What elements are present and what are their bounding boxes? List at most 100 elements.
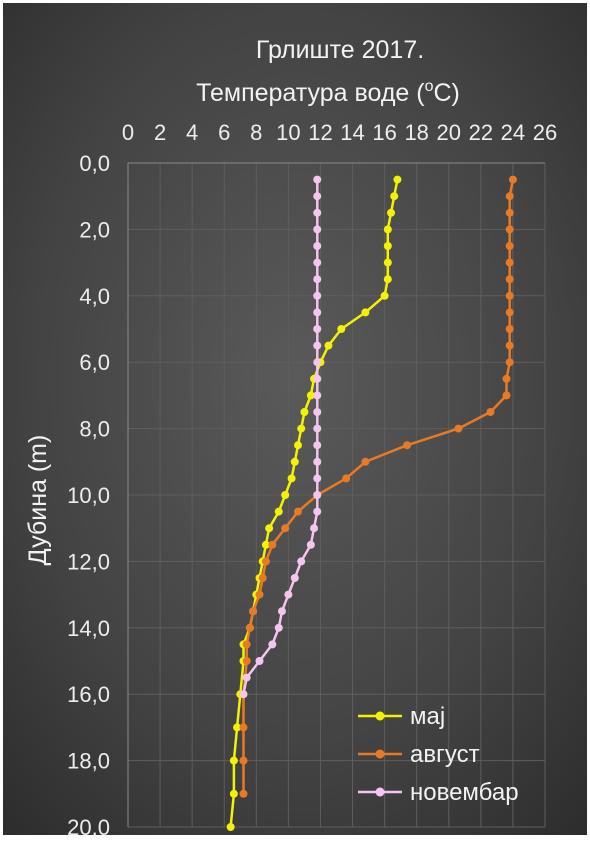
- data-point: [313, 308, 322, 317]
- data-point: [277, 607, 286, 616]
- data-point: [505, 341, 514, 350]
- x-tick-label: 12: [308, 120, 332, 145]
- data-point: [313, 208, 322, 217]
- data-point: [505, 358, 514, 367]
- data-point: [306, 391, 315, 400]
- data-point: [502, 374, 511, 383]
- data-point: [383, 275, 392, 284]
- data-point: [242, 673, 251, 682]
- data-point: [313, 374, 322, 383]
- y-tick-label: 12,0: [67, 549, 110, 574]
- y-axis-title: Дубина (m): [24, 435, 52, 566]
- legend-item: мај: [358, 703, 445, 730]
- legend-marker: [375, 749, 385, 759]
- data-point: [233, 723, 242, 732]
- data-point: [383, 225, 392, 234]
- data-point: [249, 607, 258, 616]
- data-point: [294, 441, 303, 450]
- data-point: [505, 291, 514, 300]
- data-point: [337, 325, 346, 333]
- x-tick-label: 18: [404, 120, 428, 145]
- data-point: [281, 491, 290, 499]
- data-point: [324, 341, 333, 350]
- data-point: [239, 723, 248, 732]
- legend-label: мај: [410, 703, 445, 730]
- x-tick-label: 24: [501, 120, 525, 145]
- y-tick-label: 10,0: [67, 483, 110, 508]
- legend: мај август новембар: [358, 703, 519, 806]
- x-tick-label: 10: [276, 120, 300, 145]
- data-point: [242, 640, 251, 649]
- x-tick-label: 6: [218, 120, 230, 145]
- data-point: [505, 258, 514, 267]
- legend-label: август: [410, 741, 480, 768]
- data-point: [261, 557, 270, 566]
- data-point: [281, 524, 290, 533]
- data-point: [245, 623, 254, 632]
- chart-title: Грлиште 2017.: [256, 36, 424, 64]
- data-point: [313, 175, 322, 184]
- data-point: [255, 657, 264, 665]
- data-point: [274, 507, 283, 516]
- data-point: [486, 408, 495, 416]
- grid: [128, 163, 546, 828]
- x-tick-label: 4: [186, 120, 198, 145]
- data-point: [226, 823, 235, 831]
- data-point: [287, 474, 296, 483]
- data-point: [387, 208, 396, 217]
- data-point: [313, 457, 322, 466]
- x-tick-labels: 0 2 4 6 8 10 12 14 16 18 20 22 24 26: [122, 120, 557, 145]
- legend-marker: [375, 787, 385, 797]
- x-tick-label: 14: [340, 120, 364, 145]
- y-tick-label: 4,0: [79, 284, 110, 309]
- x-axis-title-text: Температура воде (: [196, 79, 425, 107]
- data-point: [313, 291, 322, 300]
- chart-background: [3, 3, 587, 835]
- data-point: [239, 789, 248, 798]
- y-tick-label: 8,0: [79, 417, 110, 442]
- x-tick-label: 2: [154, 120, 166, 145]
- legend-item: новембар: [358, 779, 519, 806]
- data-point: [297, 424, 306, 433]
- data-point: [313, 358, 322, 367]
- y-tick-label: 2,0: [79, 217, 110, 242]
- data-point: [380, 291, 389, 300]
- data-point: [290, 574, 299, 582]
- data-point: [265, 524, 274, 533]
- data-point: [290, 457, 299, 466]
- data-point: [268, 640, 277, 649]
- data-point: [505, 192, 514, 201]
- data-point: [268, 540, 277, 549]
- data-point: [361, 457, 370, 466]
- series: [226, 175, 517, 831]
- x-tick-label: 22: [469, 120, 493, 145]
- x-axis-title: Температура воде (oC): [196, 78, 460, 107]
- y-tick-label: 18,0: [67, 749, 110, 774]
- data-point: [300, 408, 309, 416]
- x-tick-label: 20: [437, 120, 461, 145]
- data-point: [313, 424, 322, 433]
- data-point: [313, 341, 322, 350]
- data-point: [313, 474, 322, 483]
- data-point: [361, 308, 370, 317]
- x-axis-title-degree: o: [425, 78, 434, 95]
- data-point: [502, 391, 511, 400]
- data-point: [454, 424, 463, 433]
- data-point: [313, 325, 322, 333]
- data-point: [242, 657, 251, 665]
- data-point: [403, 441, 412, 450]
- data-point: [313, 242, 322, 250]
- data-point: [229, 789, 238, 798]
- series-group: [239, 175, 322, 699]
- axes: [127, 162, 545, 827]
- data-point: [229, 756, 238, 765]
- data-point: [390, 192, 399, 201]
- x-tick-label: 16: [372, 120, 396, 145]
- data-point: [505, 325, 514, 333]
- data-point: [261, 540, 270, 549]
- x-tick-label: 8: [250, 120, 262, 145]
- data-point: [255, 590, 264, 599]
- data-point: [313, 507, 322, 516]
- y-tick-label: 20,0: [67, 815, 110, 838]
